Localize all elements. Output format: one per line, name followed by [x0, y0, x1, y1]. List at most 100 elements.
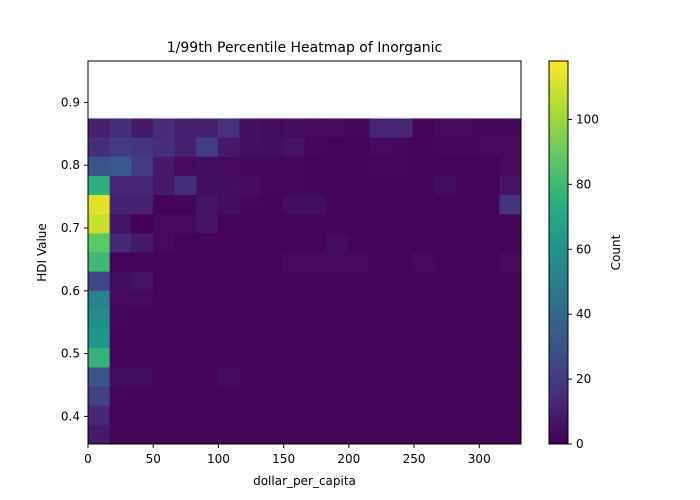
heatmap-cell [477, 367, 500, 387]
x-tick-label: 100 [207, 452, 230, 466]
heatmap-cell [282, 195, 305, 215]
heatmap-cell [304, 290, 327, 311]
heatmap-cell [304, 118, 327, 138]
colorbar-tick-label: 60 [576, 242, 591, 256]
heatmap-cell [347, 175, 370, 196]
heatmap-cell [239, 386, 262, 407]
x-tick-label: 300 [468, 452, 491, 466]
heatmap-cell [499, 348, 522, 368]
heatmap-cell [499, 118, 522, 138]
colorbar-tick-label: 0 [576, 437, 584, 451]
colorbar-tick-label: 40 [576, 307, 591, 321]
y-tick-label: 0.5 [61, 347, 80, 361]
colorbar-label: Count [609, 234, 623, 270]
heatmap-cell [174, 309, 197, 330]
heatmap-cell [369, 175, 392, 196]
heatmap-cell [326, 309, 349, 330]
heatmap-cell [152, 137, 175, 158]
heatmap-cell [326, 175, 349, 196]
heatmap-cell [326, 329, 349, 349]
heatmap-cell [282, 290, 305, 311]
heatmap-cell [326, 195, 349, 215]
heatmap-cell [282, 405, 305, 426]
heatmap-cell [196, 348, 219, 368]
heatmap-cell [196, 214, 219, 234]
heatmap-cell [261, 309, 284, 330]
heatmap-cell [196, 309, 219, 330]
heatmap-cell [434, 175, 457, 196]
heatmap-cell [456, 367, 479, 387]
y-tick-label: 0.4 [61, 409, 80, 423]
heatmap-cell [217, 252, 240, 273]
heatmap-cell [304, 348, 327, 368]
heatmap-cell [347, 424, 370, 445]
heatmap-cell [196, 118, 219, 138]
heatmap-cell [369, 348, 392, 368]
heatmap-cell [152, 367, 175, 387]
heatmap-cell [456, 156, 479, 177]
heatmap-cell [412, 424, 435, 445]
heatmap-cell [152, 386, 175, 407]
heatmap-cell [434, 405, 457, 426]
chart-title: 1/99th Percentile Heatmap of Inorganic [167, 40, 442, 56]
heatmap-cell [412, 386, 435, 407]
heatmap-cell [88, 156, 111, 177]
heatmap-cell [282, 348, 305, 368]
heatmap-cell [261, 424, 284, 445]
heatmap-cell [88, 329, 111, 349]
heatmap-cell [347, 195, 370, 215]
heatmap-cell [239, 214, 262, 234]
colorbar [548, 60, 569, 445]
y-tick-label: 0.8 [61, 158, 80, 172]
heatmap-cell [347, 329, 370, 349]
x-axis-label: dollar_per_capita [253, 474, 356, 488]
heatmap-cell [347, 156, 370, 177]
heatmap-cell [152, 290, 175, 311]
heatmap-cell [109, 348, 132, 368]
colorbar-tick-label: 20 [576, 372, 591, 386]
heatmap-cell [391, 214, 414, 234]
heatmap-cell [174, 367, 197, 387]
heatmap-cell [109, 214, 132, 234]
heatmap-cell [369, 329, 392, 349]
heatmap-cell [88, 386, 111, 407]
heatmap-cell [391, 137, 414, 158]
heatmap-cell [412, 309, 435, 330]
heatmap-cell [347, 137, 370, 158]
heatmap-cell [152, 175, 175, 196]
heatmap-cell [152, 214, 175, 234]
heatmap-cell [304, 386, 327, 407]
heatmap-cell [88, 118, 111, 138]
heatmap-cell [326, 405, 349, 426]
heatmap-cell [239, 195, 262, 215]
heatmap-cell [88, 309, 111, 330]
heatmap-cell [391, 252, 414, 273]
heatmap-cell [456, 386, 479, 407]
y-axis-label: HDI Value [35, 223, 49, 282]
heatmap-cell [109, 405, 132, 426]
heatmap-cell [391, 175, 414, 196]
heatmap-cell [434, 252, 457, 273]
heatmap-cell [434, 290, 457, 311]
heatmap-cell [152, 156, 175, 177]
heatmap-cell [196, 175, 219, 196]
heatmap-cell [174, 424, 197, 445]
heatmap-cell [347, 386, 370, 407]
heatmap-cell [347, 252, 370, 273]
heatmap-cell [326, 386, 349, 407]
heatmap-cell [261, 329, 284, 349]
heatmap-cell [391, 156, 414, 177]
heatmap-cell [391, 195, 414, 215]
heatmap-cell [131, 214, 154, 234]
heatmap-cell [239, 405, 262, 426]
heatmap-cell [477, 290, 500, 311]
heatmap-cell [369, 233, 392, 253]
heatmap-cell [391, 309, 414, 330]
heatmap-cell [261, 233, 284, 253]
heatmap-cell [261, 175, 284, 196]
heatmap-cell [152, 405, 175, 426]
heatmap-cell [261, 252, 284, 273]
y-tick-label: 0.7 [61, 221, 80, 235]
heatmap-cell [282, 252, 305, 273]
